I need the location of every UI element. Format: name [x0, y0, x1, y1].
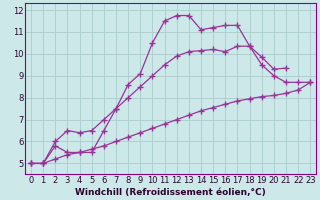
X-axis label: Windchill (Refroidissement éolien,°C): Windchill (Refroidissement éolien,°C)	[75, 188, 266, 197]
